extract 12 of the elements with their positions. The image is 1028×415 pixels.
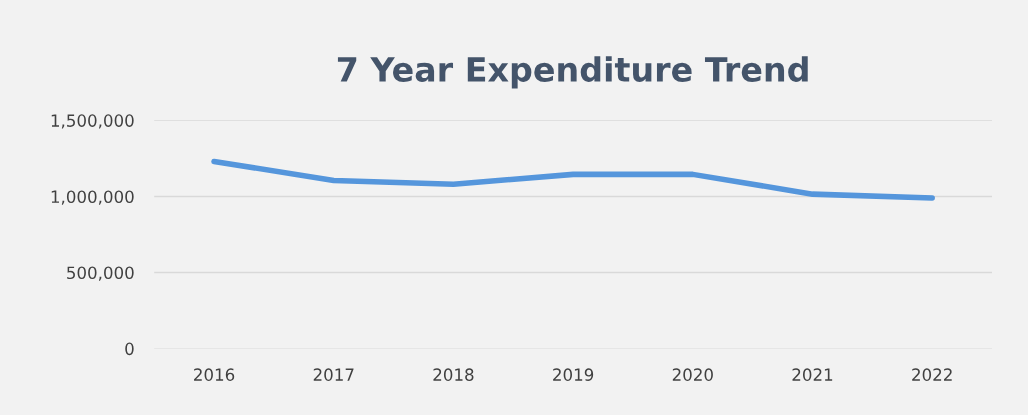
chart-title: 7 Year Expenditure Trend xyxy=(337,56,808,89)
y-tick-label: 0 xyxy=(125,342,134,356)
x-tick-label: 2021 xyxy=(792,368,833,381)
x-tick-label: 2022 xyxy=(912,368,952,381)
x-tick-label: 2020 xyxy=(672,368,713,381)
y-tick-label: 1,000,000 xyxy=(51,190,134,205)
x-tick-label: 2017 xyxy=(313,368,354,381)
x-tick-label: 2018 xyxy=(433,368,474,381)
x-tick-label: 2019 xyxy=(553,368,594,381)
y-tick-label: 500,000 xyxy=(67,266,134,281)
y-tick-label: 1,500,000 xyxy=(51,114,134,129)
x-tick-label: 2016 xyxy=(194,368,235,381)
